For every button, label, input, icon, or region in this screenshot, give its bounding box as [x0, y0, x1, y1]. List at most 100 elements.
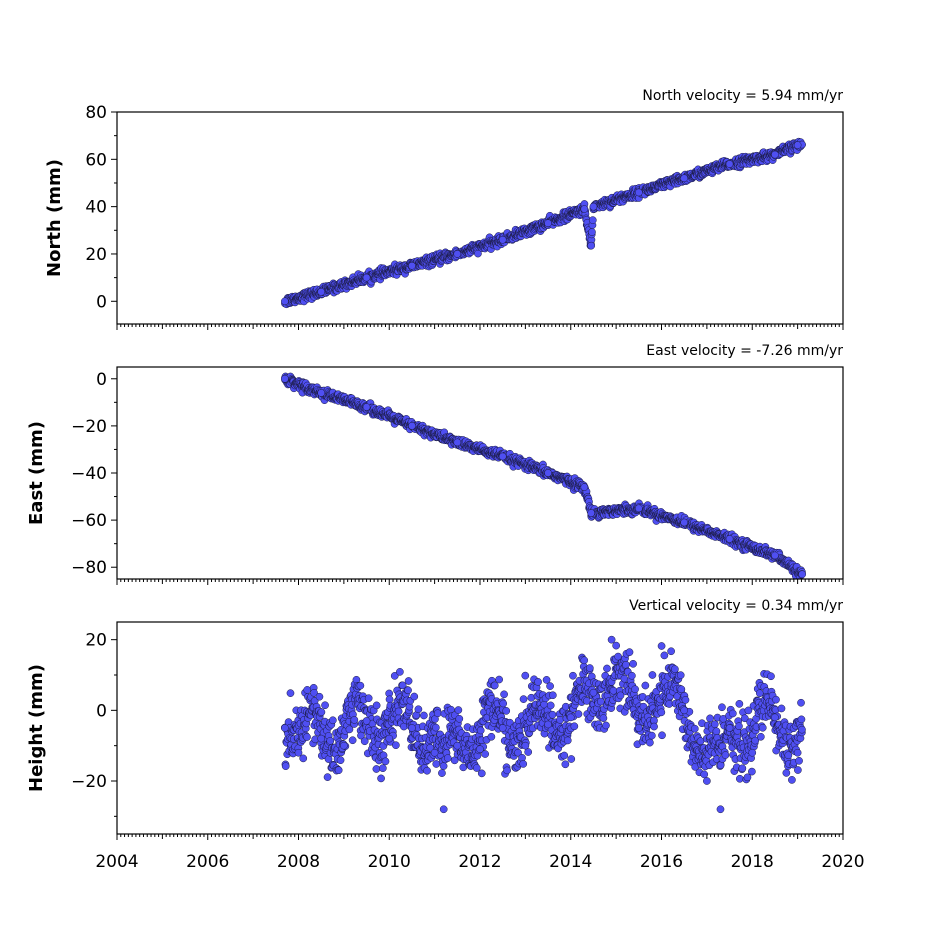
height-point — [498, 724, 507, 732]
north-ytick-label: 60 — [85, 150, 107, 170]
height-point — [628, 671, 636, 680]
height-point — [748, 748, 757, 757]
east-ytick-label: −60 — [71, 511, 107, 531]
east-ytick-label: −80 — [71, 558, 107, 578]
east-panel: 0 −20 −40 −60 −80 East velocity = -7.26 mm/yr… — [26, 343, 844, 585]
height-point — [634, 724, 643, 732]
east-point — [580, 483, 589, 491]
height-point — [321, 701, 329, 710]
height-point — [303, 686, 312, 694]
east-velocity-annotation: East velocity = -7.26 mm/yr — [646, 343, 843, 359]
height-point — [660, 651, 669, 660]
height-point — [548, 691, 557, 700]
height-point — [499, 699, 508, 708]
north-point — [544, 219, 552, 228]
east-ytick-label: 0 — [96, 370, 107, 390]
height-point — [443, 754, 452, 762]
height-point — [328, 716, 337, 725]
xtick-label: 2018 — [731, 852, 774, 872]
height-point — [433, 709, 442, 718]
height-point — [585, 664, 594, 672]
height-point — [396, 668, 404, 676]
height-point — [569, 671, 577, 680]
height-point — [420, 711, 428, 720]
height-point — [362, 717, 371, 725]
height-point — [379, 764, 387, 773]
height-point — [372, 701, 381, 710]
height-point — [629, 659, 637, 668]
height-point — [677, 685, 686, 694]
east-point — [281, 374, 289, 383]
height-point — [487, 732, 496, 741]
height-point — [712, 727, 721, 736]
height-point — [625, 648, 634, 657]
north-point — [587, 241, 596, 250]
height-point — [502, 707, 511, 715]
height-point — [317, 734, 326, 743]
height-point — [690, 724, 699, 733]
height-point — [381, 757, 390, 766]
height-point — [500, 690, 508, 699]
height-point — [721, 751, 730, 759]
height-point — [438, 769, 446, 777]
height-point — [574, 710, 583, 718]
height-point — [404, 686, 412, 695]
height-point — [671, 665, 679, 673]
height-point — [350, 716, 359, 724]
height-point — [706, 714, 714, 723]
height-point — [793, 748, 802, 757]
east-point — [634, 504, 643, 513]
north-point — [588, 228, 596, 236]
height-point — [317, 708, 326, 716]
north-point — [453, 250, 462, 258]
xtick-label: 2004 — [95, 852, 138, 872]
east-point — [771, 551, 779, 560]
height-point — [294, 748, 303, 757]
height-point — [561, 760, 570, 769]
north-point — [580, 205, 589, 213]
north-point — [281, 297, 289, 306]
height-point — [641, 681, 650, 690]
height-point — [777, 704, 786, 713]
height-point — [534, 678, 542, 686]
height-point — [667, 647, 675, 656]
height-point — [548, 710, 557, 719]
north-axes-frame — [116, 111, 844, 325]
height-point — [544, 720, 552, 729]
height-panel: 20 0 −20 2004 2006 2008 2010 2012 2014 2016 2018 20… — [26, 598, 865, 872]
north-ytick-label: 0 — [96, 292, 107, 312]
height-point — [414, 705, 423, 714]
north-point — [725, 160, 734, 168]
height-point — [432, 760, 441, 768]
north-point — [317, 287, 326, 296]
north-ytick-label: 20 — [85, 245, 107, 265]
height-point — [377, 774, 385, 783]
north-ytick-label: 80 — [85, 103, 107, 123]
north-point — [589, 202, 598, 211]
height-point — [767, 672, 775, 681]
east-point — [453, 438, 462, 447]
height-point — [716, 805, 725, 814]
height-point — [392, 741, 400, 750]
height-point — [795, 756, 803, 765]
north-point — [793, 141, 802, 149]
height-point — [495, 675, 503, 684]
height-point — [755, 689, 764, 698]
height-point — [348, 736, 357, 745]
height-point — [648, 671, 657, 679]
north-point — [634, 188, 643, 197]
height-point — [334, 766, 343, 775]
height-point — [797, 698, 805, 707]
height-point — [546, 701, 555, 710]
north-point — [680, 174, 689, 183]
north-ylabel: North (mm) — [44, 159, 65, 277]
xtick-label: 2010 — [368, 852, 411, 872]
east-scatter-points — [281, 372, 807, 579]
height-point — [519, 695, 528, 703]
height-point — [658, 731, 666, 740]
height-point — [631, 685, 639, 694]
height-point — [286, 689, 295, 697]
height-point — [772, 695, 780, 704]
height-scatter-points — [280, 635, 806, 814]
